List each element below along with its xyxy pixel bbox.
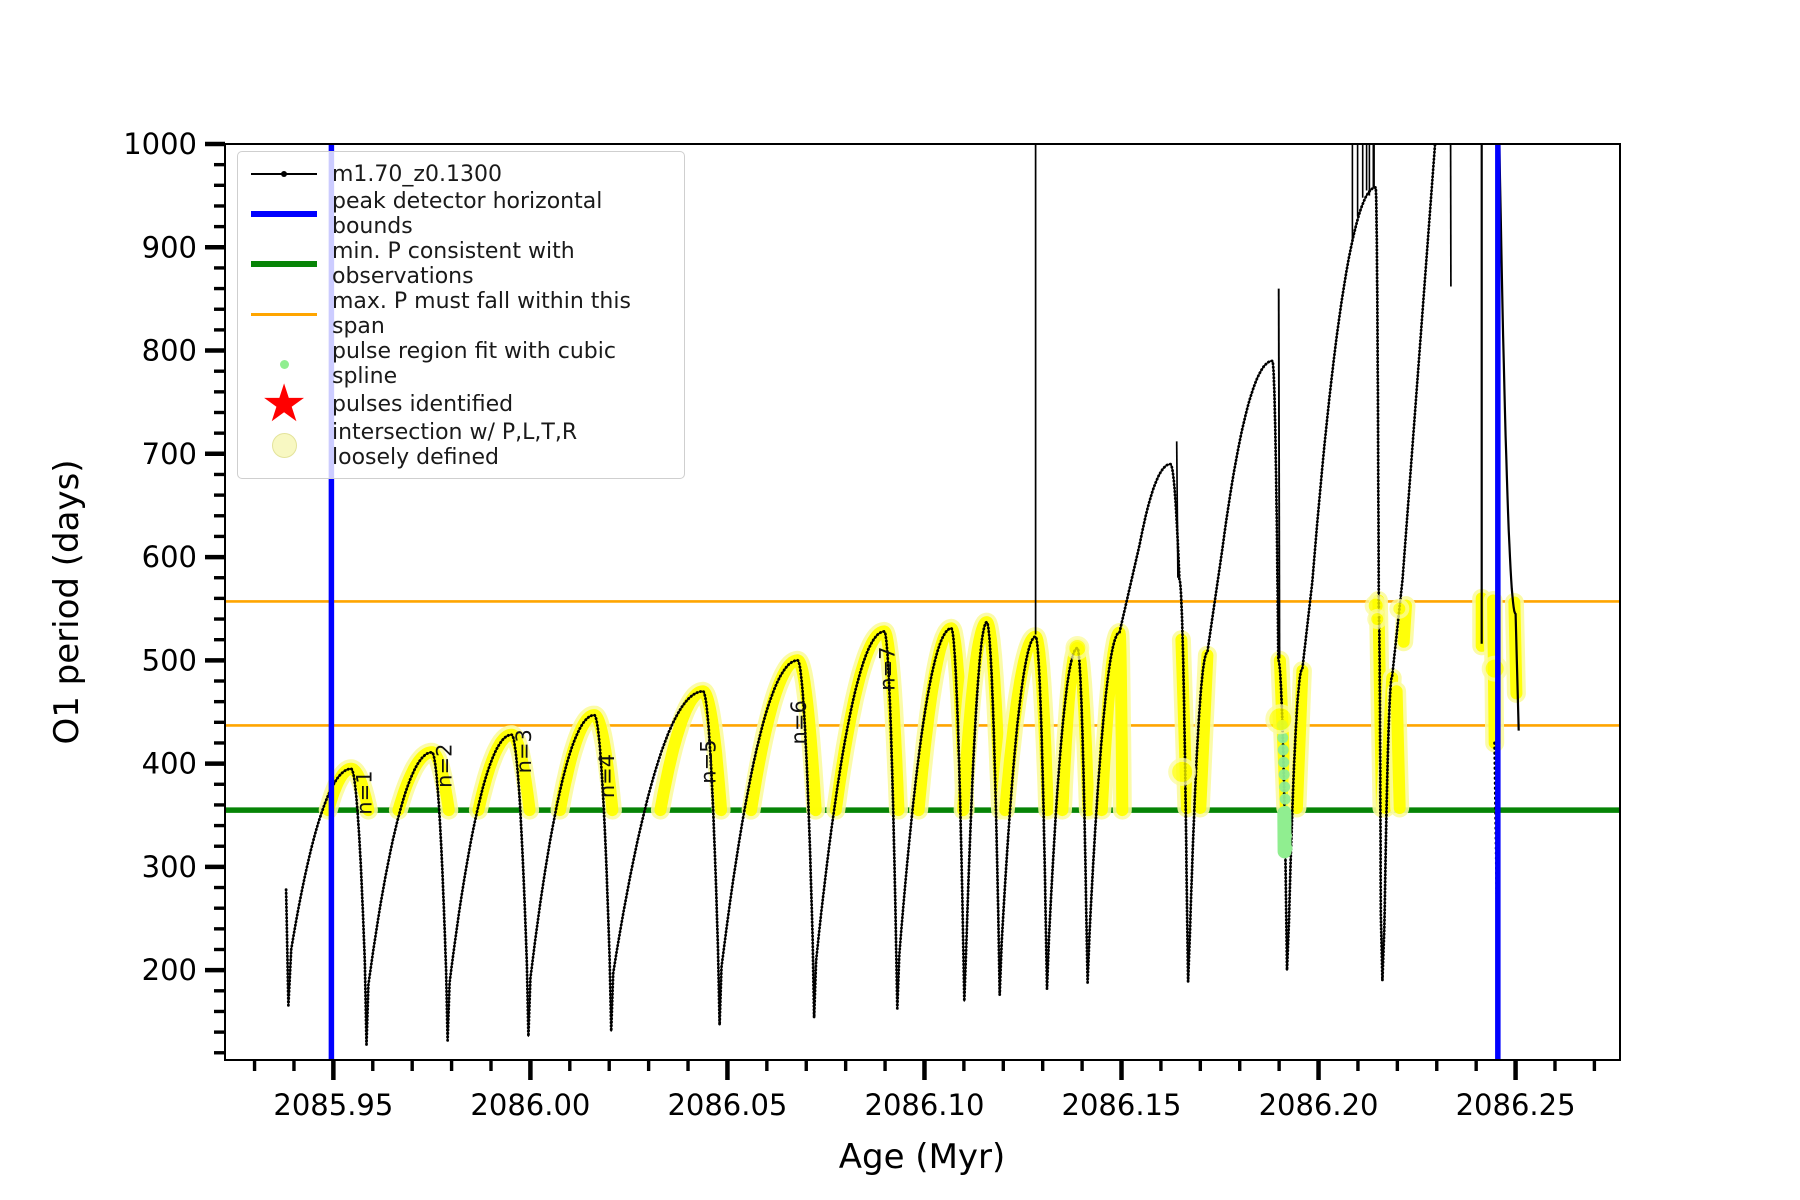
legend-label: min. P consistent with observations [332, 239, 575, 289]
spline-fit-dot [1277, 744, 1289, 756]
spike-arc2 [1277, 288, 1281, 659]
legend-entry: max. P must fall within this span [248, 289, 670, 339]
y-tick-label: 500 [142, 643, 197, 677]
legend-label: pulses identified [332, 391, 514, 417]
intersection-marker [1168, 757, 1197, 786]
curve-main-dots [284, 144, 1437, 1046]
legend-entry: pulse region fit with cubic spline [248, 339, 670, 389]
star-icon: ★ [260, 374, 308, 434]
x-tick-label: 2086.15 [1062, 1088, 1182, 1122]
pulse-highlight-strand [1290, 664, 1309, 814]
legend-entry: intersection w/ P,L,T,R loosely defined [248, 419, 670, 471]
legend-label: intersection w/ P,L,T,R loosely defined [332, 420, 578, 470]
intersection-marker [1065, 635, 1090, 660]
x-tick-label: 2085.95 [273, 1088, 393, 1122]
axis-ticks [205, 141, 1597, 1080]
pulse-number-label: n=6 [787, 700, 811, 744]
legend-label: peak detector horizontal bounds [332, 189, 603, 239]
spline-fit-dot [1278, 769, 1290, 781]
pulse-highlight-strand [1194, 649, 1214, 814]
legend-label: m1.70_z0.1300 [332, 161, 502, 187]
y-tick-label: 300 [142, 850, 197, 884]
spline-fit-dot [1277, 732, 1289, 744]
x-tick-label: 2086.20 [1259, 1088, 1379, 1122]
spline-fit-dot [1279, 781, 1291, 793]
legend-line-swatch [248, 312, 320, 316]
y-tick-label: 1000 [123, 127, 197, 161]
intersection-circle-icon [248, 432, 320, 458]
legend-label: max. P must fall within this span [332, 289, 631, 339]
desc-right-edge [1498, 144, 1520, 731]
spike-arc1 [1175, 441, 1179, 578]
x-tick-label: 2086.25 [1456, 1088, 1576, 1122]
line-marker-dot [281, 171, 287, 177]
legend-line-swatch [248, 211, 320, 217]
legend: m1.70_z0.1300 peak detector horizontal bo… [237, 151, 685, 479]
pulse-number-label: n=3 [512, 729, 536, 773]
y-axis-label: O1 period (days) [47, 459, 87, 744]
pulse-number-label: n=1 [353, 770, 377, 814]
x-tick-label: 2086.10 [865, 1088, 985, 1122]
intersection-marker [1481, 655, 1508, 682]
intersection-marker [1265, 704, 1296, 735]
pulse-number-label: n=4 [595, 754, 619, 798]
legend-entry: peak detector horizontal bounds [248, 189, 670, 239]
y-tick-label: 200 [142, 953, 197, 987]
pulse-highlight-strand [1390, 685, 1406, 814]
pulse-number-label: n=2 [433, 744, 457, 788]
plot-frame [224, 143, 1621, 1061]
intersection-marker [1367, 609, 1388, 630]
legend-entry: ★ pulses identified [248, 374, 670, 434]
y-tick-label: 600 [142, 540, 197, 574]
spline-fit-dot [1278, 756, 1290, 768]
legend-entry: min. P consistent with observations [248, 239, 670, 289]
pulse-number-label: n=5 [697, 739, 721, 783]
spline-fit-dot [1279, 793, 1291, 805]
x-tick-label: 2086.00 [470, 1088, 590, 1122]
x-axis-label: Age (Myr) [839, 1137, 1006, 1177]
y-tick-label: 700 [142, 437, 197, 471]
y-tick-label: 900 [142, 230, 197, 264]
intersection-marker [1389, 598, 1410, 619]
y-tick-label: 400 [142, 747, 197, 781]
x-tick-label: 2086.05 [667, 1088, 787, 1122]
tick-labels: 2085.95 2086.00 2086.05 2086.10 2086.15 2086.… [123, 127, 1575, 1122]
y-tick-label: 800 [142, 334, 197, 368]
legend-label: pulse region fit with cubic spline [332, 339, 616, 389]
pulse-number-label: n=7 [876, 646, 900, 690]
legend-line-swatch [248, 261, 320, 267]
legend-line-swatch [248, 171, 320, 177]
data-layer: n=1 n=2 n=3 n=4 n=5 n=6 n=7 [225, 144, 1620, 1060]
spline-dot-icon [248, 359, 320, 369]
legend-entry: m1.70_z0.1300 [248, 159, 670, 189]
